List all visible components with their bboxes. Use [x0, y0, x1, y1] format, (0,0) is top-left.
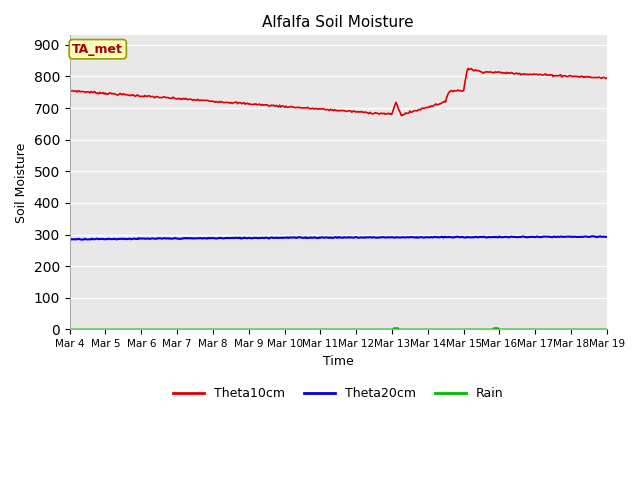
Theta10cm	[324, 107, 332, 113]
Rain	[385, 326, 393, 332]
Theta20cm	[322, 234, 330, 240]
Rain	[508, 326, 515, 332]
Rain	[321, 326, 329, 332]
Y-axis label: Soil Moisture: Soil Moisture	[15, 142, 28, 223]
Line: Rain: Rain	[70, 328, 607, 329]
Line: Theta20cm: Theta20cm	[70, 236, 607, 240]
Legend: Theta10cm, Theta20cm, Rain: Theta10cm, Theta20cm, Rain	[168, 383, 509, 406]
Theta10cm	[321, 107, 329, 112]
Rain	[66, 326, 74, 332]
Rain	[591, 326, 599, 332]
Theta20cm	[588, 233, 596, 239]
Theta20cm	[593, 234, 600, 240]
Rain	[324, 326, 332, 332]
Theta10cm	[356, 109, 364, 115]
Theta10cm	[593, 74, 600, 80]
Theta20cm	[67, 237, 75, 242]
Line: Theta10cm: Theta10cm	[70, 69, 607, 116]
Theta10cm	[397, 113, 405, 119]
Rain	[390, 325, 397, 331]
Title: Alfalfa Soil Moisture: Alfalfa Soil Moisture	[262, 15, 414, 30]
Theta20cm	[387, 235, 394, 240]
Theta10cm	[464, 66, 472, 72]
Rain	[603, 326, 611, 332]
X-axis label: Time: Time	[323, 355, 354, 368]
Theta20cm	[66, 236, 74, 242]
Theta10cm	[508, 70, 516, 75]
Theta10cm	[66, 87, 74, 93]
Text: TA_met: TA_met	[72, 43, 124, 56]
Theta20cm	[358, 235, 365, 240]
Rain	[356, 326, 364, 332]
Theta10cm	[385, 111, 393, 117]
Theta10cm	[603, 75, 611, 81]
Theta20cm	[325, 235, 333, 241]
Theta20cm	[508, 234, 515, 240]
Theta20cm	[603, 234, 611, 240]
